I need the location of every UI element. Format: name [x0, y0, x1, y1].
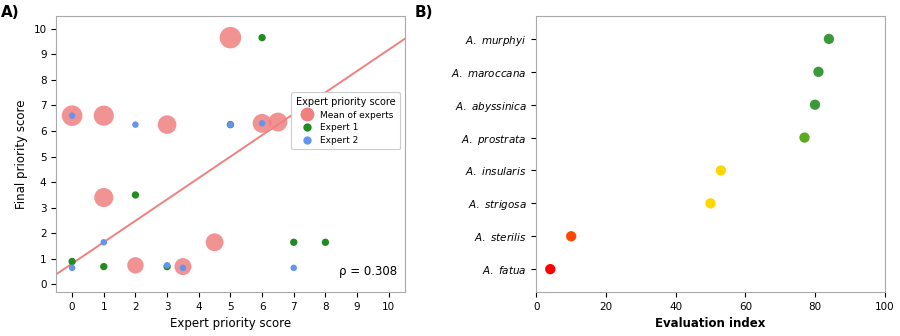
- Point: [128, 122, 142, 127]
- Point: [319, 240, 333, 245]
- X-axis label: Evaluation index: Evaluation index: [655, 318, 766, 330]
- Point: [319, 118, 333, 123]
- Point: [223, 122, 238, 127]
- Point: [255, 121, 269, 126]
- Point: [65, 259, 79, 264]
- Point: [223, 122, 238, 127]
- Point: [176, 264, 190, 269]
- Point: [811, 69, 825, 75]
- Text: B): B): [415, 5, 433, 20]
- Point: [564, 234, 579, 239]
- Point: [96, 195, 111, 200]
- Point: [160, 263, 175, 268]
- Point: [286, 240, 301, 245]
- Point: [65, 265, 79, 270]
- Point: [797, 135, 812, 140]
- Point: [96, 240, 111, 245]
- Point: [319, 113, 333, 118]
- Y-axis label: Final priority score: Final priority score: [15, 99, 28, 209]
- Point: [255, 121, 269, 126]
- Point: [65, 113, 79, 118]
- Point: [822, 36, 836, 42]
- Point: [543, 266, 557, 272]
- Point: [96, 113, 111, 118]
- Point: [714, 168, 728, 173]
- Point: [160, 122, 175, 127]
- Text: ρ = 0.308: ρ = 0.308: [339, 265, 398, 278]
- Point: [319, 116, 333, 121]
- Point: [96, 264, 111, 269]
- Point: [255, 35, 269, 40]
- Point: [271, 119, 285, 125]
- Point: [808, 102, 823, 108]
- Point: [286, 265, 301, 270]
- Text: A): A): [1, 5, 19, 20]
- Point: [319, 116, 333, 121]
- Point: [160, 264, 175, 269]
- Legend: Mean of experts, Expert 1, Expert 2: Mean of experts, Expert 1, Expert 2: [292, 92, 400, 149]
- Point: [176, 265, 190, 270]
- Point: [65, 113, 79, 118]
- Point: [128, 263, 142, 268]
- Point: [207, 240, 221, 245]
- Point: [703, 201, 717, 206]
- X-axis label: Expert priority score: Expert priority score: [170, 318, 291, 330]
- Point: [128, 192, 142, 198]
- Point: [223, 35, 238, 40]
